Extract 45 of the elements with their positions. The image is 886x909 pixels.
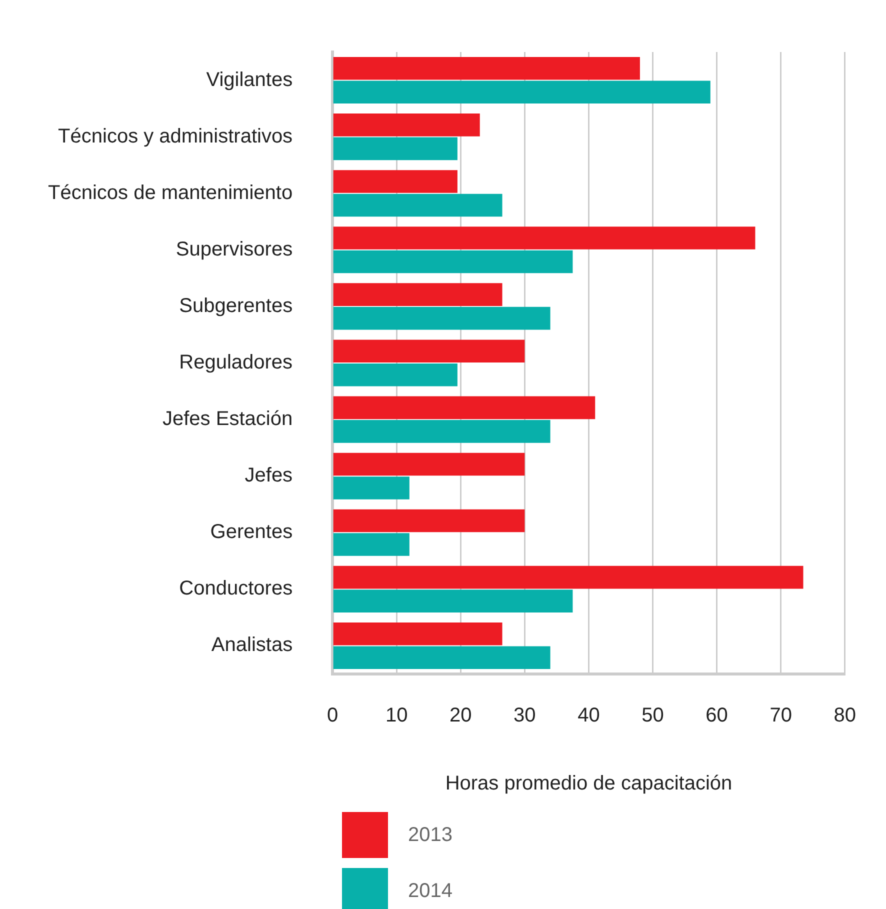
y-tick-label: Reguladores [179, 352, 293, 374]
bar [333, 80, 710, 104]
y-tick-label: Técnicos de mantenimiento [48, 182, 293, 204]
bar [333, 137, 458, 160]
bar [333, 590, 573, 612]
bar [333, 250, 573, 274]
x-tick-label: 10 [385, 704, 408, 727]
x-tick-label: 0 [327, 704, 338, 727]
bar [333, 452, 525, 476]
bar [333, 170, 458, 193]
bar [333, 226, 756, 250]
bar [333, 509, 525, 532]
y-tick-label: Técnicos y administrativos [58, 125, 293, 148]
bar [333, 283, 502, 306]
bar [333, 622, 502, 646]
legend-label: 2013 [408, 824, 452, 846]
x-tick-label: 20 [450, 704, 472, 727]
x-tick-label: 40 [578, 704, 600, 727]
y-tick-label: Jefes Estación [162, 408, 293, 430]
bar [333, 340, 525, 363]
y-tick-label: Subgerentes [179, 294, 293, 317]
x-tick-label: 50 [642, 704, 664, 727]
bar [333, 306, 550, 330]
bar [333, 114, 480, 136]
x-tick-label: 80 [834, 704, 856, 727]
x-tick-label: 30 [514, 704, 536, 727]
bar [333, 566, 804, 589]
bar [333, 646, 550, 669]
y-tick-label: Vigilantes [206, 68, 293, 91]
y-tick-label: Jefes [244, 464, 293, 487]
x-tick-label: 70 [770, 704, 792, 727]
y-tick-label: Analistas [211, 634, 293, 656]
bar [333, 533, 410, 556]
y-tick-label: Supervisores [176, 238, 293, 260]
bar [333, 476, 410, 500]
legend-label: 2014 [408, 880, 452, 902]
bar [333, 57, 640, 80]
x-tick-label: 60 [706, 704, 728, 727]
bar [333, 363, 458, 386]
bar [333, 420, 550, 443]
x-axis-title: Horas promedio de capacitación [445, 772, 732, 795]
bar [333, 194, 502, 217]
y-tick-label: Gerentes [210, 521, 293, 544]
y-tick-label: Conductores [179, 578, 293, 600]
bar [333, 396, 596, 420]
